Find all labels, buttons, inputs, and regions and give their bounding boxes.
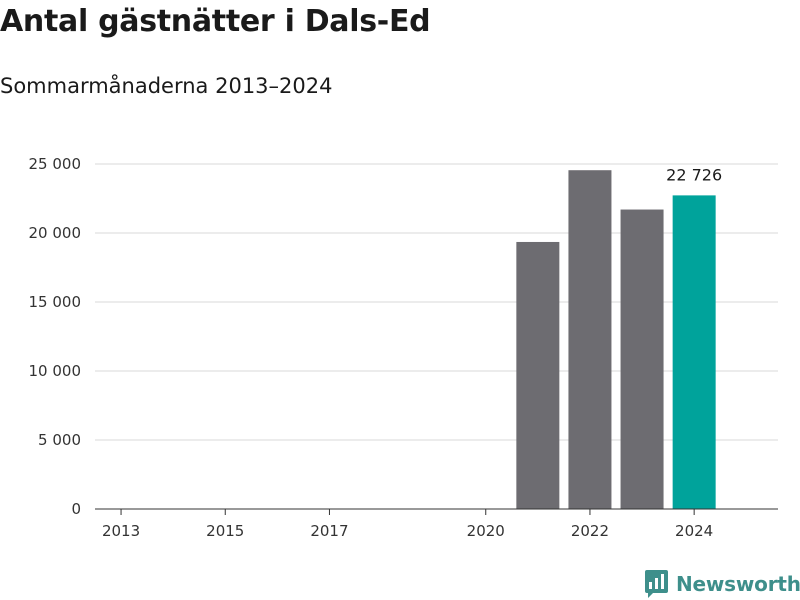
y-tick-label: 0: [71, 500, 81, 518]
brand-name: Newsworthy: [676, 572, 800, 596]
chart-title: Antal gästnätter i Dals-Ed: [0, 4, 431, 39]
y-tick-label: 20 000: [29, 224, 82, 242]
x-axis-tick-labels: 2013 2015 2017 2020 2022 2024: [102, 522, 713, 540]
bar-2022: [568, 170, 612, 509]
bar-2021: [516, 241, 560, 509]
x-axis: [95, 508, 778, 515]
brand-logo: Newsworthy: [645, 569, 800, 599]
x-tick-label: 2015: [206, 522, 244, 540]
y-tick-label: 5 000: [38, 431, 81, 449]
y-axis-tick-labels: 0 5 000 10 000 15 000 20 000 25 000: [29, 155, 82, 518]
x-tick-label: 2022: [571, 522, 609, 540]
newsworthy-logo-icon: [645, 570, 668, 598]
x-tick-label: 2024: [675, 522, 713, 540]
y-tick-label: 25 000: [29, 155, 82, 173]
x-tick-label: 2020: [467, 522, 505, 540]
y-tick-label: 15 000: [29, 293, 82, 311]
bar-2024: [672, 195, 716, 509]
data-label-2024: 22 726: [666, 165, 722, 184]
bars: [516, 170, 716, 510]
chart-subtitle: Sommarmånaderna 2013–2024: [0, 74, 333, 98]
x-tick-label: 2013: [102, 522, 140, 540]
gridlines: [95, 163, 778, 441]
data-labels: 22 726: [666, 165, 722, 184]
x-tick-label: 2017: [310, 522, 348, 540]
bar-2023: [620, 209, 664, 510]
y-tick-label: 10 000: [29, 362, 82, 380]
